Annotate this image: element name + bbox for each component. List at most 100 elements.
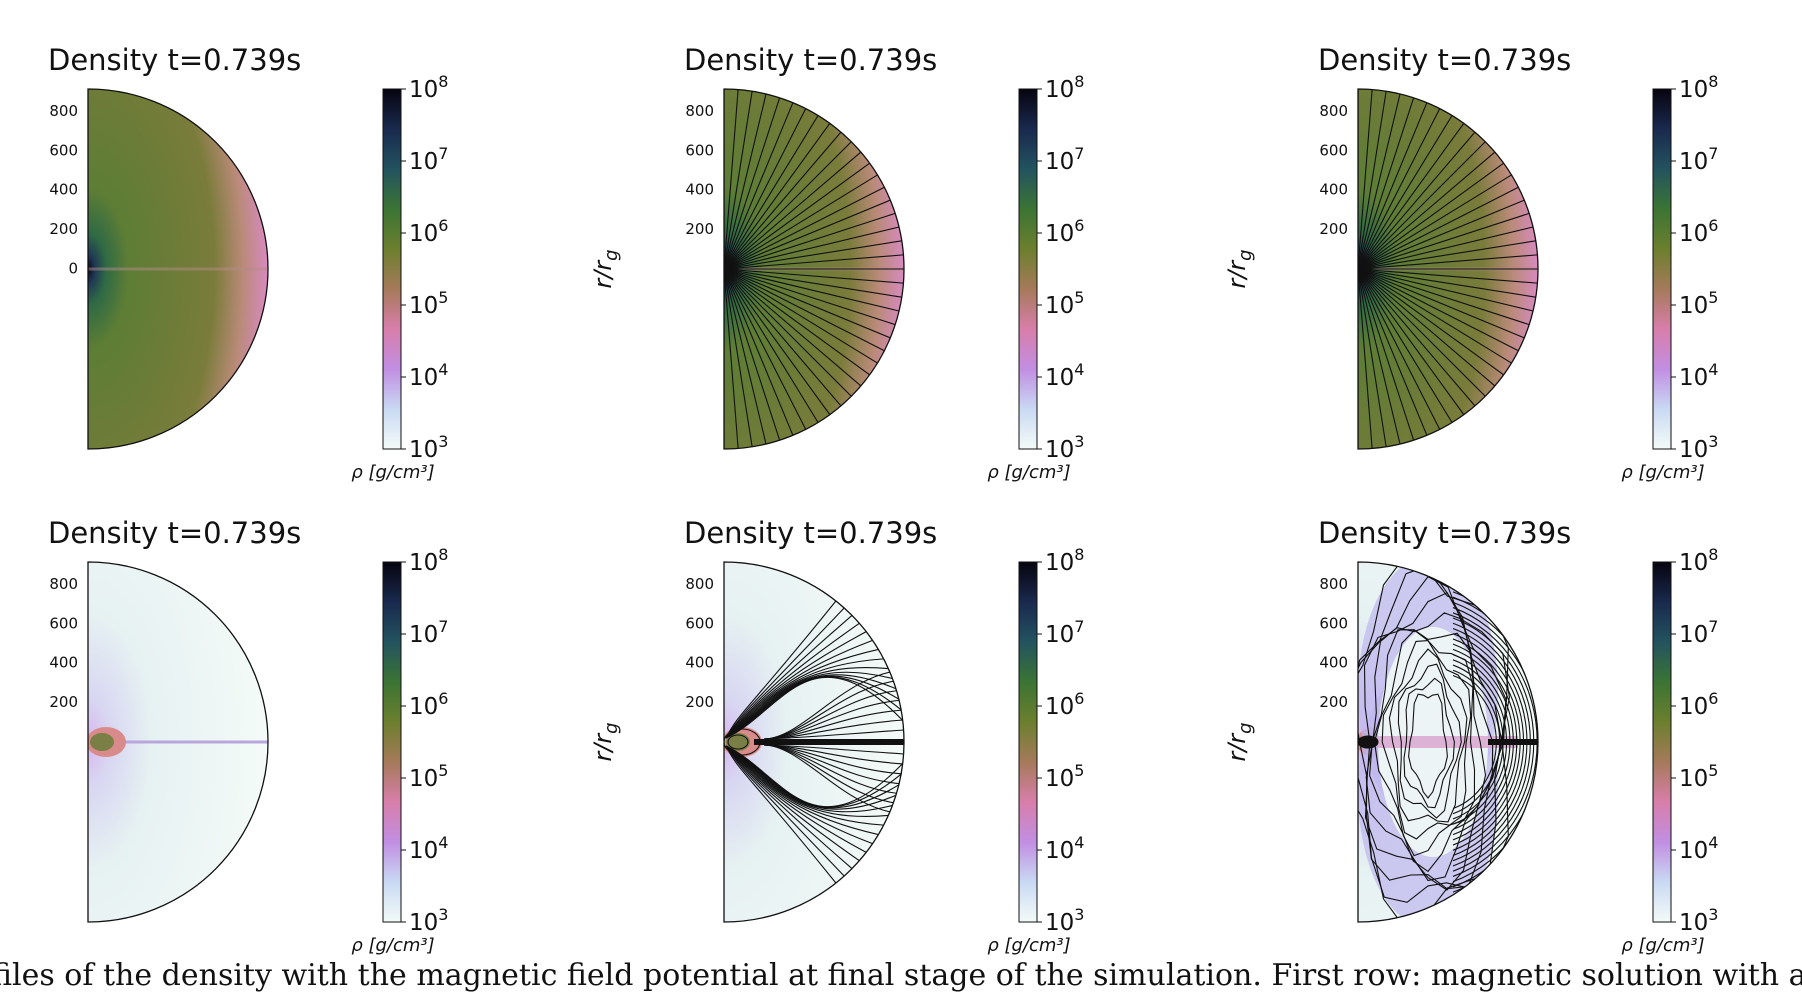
density-field	[88, 562, 268, 922]
y-tick-label: 600	[1319, 614, 1348, 632]
colorbar: 103 104 105 106 107 108 ρ [g/cm³]	[1621, 545, 1718, 956]
colorbar-tick-label: 105	[1679, 288, 1718, 319]
colorbar-tick-label: 103	[409, 432, 448, 463]
colorbar-tick-label: 105	[1045, 761, 1084, 792]
panel-title: Density t=0.739s	[684, 43, 937, 77]
y-tick-label: 400	[1319, 181, 1348, 199]
panel-title: Density t=0.739s	[48, 516, 301, 550]
y-ticks: 800 600 400 200	[685, 575, 714, 711]
panel-6: Density t=0.739s 800 600 400 200 r/rg 103 104 10…	[1223, 516, 1718, 956]
colorbar-tick-label: 103	[1679, 432, 1718, 463]
colorbar-gradient	[1652, 561, 1672, 923]
y-tick-label: 200	[49, 693, 78, 711]
panel-title: Density t=0.739s	[1318, 43, 1571, 77]
y-tick-label: 200	[1319, 693, 1348, 711]
colorbar-tick-label: 106	[1045, 689, 1084, 720]
y-tick-label: 400	[49, 654, 78, 672]
domain-outline	[723, 88, 905, 450]
colorbar: 103 104 105 106 107 108 ρ [g/cm³]	[1621, 72, 1718, 483]
y-axis-label: r/rg	[1223, 249, 1256, 288]
colorbar-tick-label: 106	[1045, 216, 1084, 247]
colorbar-tick-label: 108	[1045, 545, 1084, 576]
colorbar-tick-label: 103	[409, 905, 448, 936]
colorbar-tick-label: 108	[409, 72, 448, 103]
colorbar-tick-label: 108	[1679, 72, 1718, 103]
colorbar-label: ρ [g/cm³]	[987, 462, 1070, 483]
colorbar-tick-label: 104	[1679, 833, 1718, 864]
colorbar-gradient	[1018, 561, 1038, 923]
field-lines	[724, 89, 904, 449]
caption-text: files of the density with the magnetic f…	[0, 958, 1802, 993]
colorbar: 103 104 105 106 107 108 ρ [g/cm³]	[351, 545, 448, 956]
y-tick-label: 800	[1319, 575, 1348, 593]
panel-title: Density t=0.739s	[684, 516, 937, 550]
y-tick-label: 400	[49, 181, 78, 199]
colorbar-tick-label: 107	[1679, 617, 1718, 648]
y-ticks: 800 600 400 200	[1319, 575, 1348, 711]
colorbar: 103 104 105 106 107 108 ρ [g/cm³]	[987, 545, 1084, 956]
density-field	[88, 89, 268, 449]
colorbar: 103 104 105 106 107 108 ρ [g/cm³]	[987, 72, 1084, 483]
colorbar-tick-label: 107	[409, 617, 448, 648]
y-tick-label: 800	[49, 102, 78, 120]
y-tick-label: 600	[1319, 141, 1348, 159]
y-axis-label: r/rg	[589, 722, 622, 761]
panel-1: Density t=0.739s800600400200010310410510…	[48, 43, 448, 483]
y-tick-label: 800	[49, 575, 78, 593]
colorbar-tick-label: 104	[409, 833, 448, 864]
colorbar-tick-label: 108	[1679, 545, 1718, 576]
field-lines	[1358, 562, 1538, 922]
y-tick-label: 800	[1319, 102, 1348, 120]
y-tick-label: 400	[685, 654, 714, 672]
colorbar-tick-label: 107	[409, 144, 448, 175]
colorbar-tick-label: 103	[1679, 905, 1718, 936]
colorbar: 103 104 105 106 107 108 ρ [g/cm³]	[351, 72, 448, 483]
colorbar-tick-label: 108	[1045, 72, 1084, 103]
colorbar-label: ρ [g/cm³]	[1621, 462, 1704, 483]
y-tick-label: 200	[1319, 220, 1348, 238]
panel-2: Density t=0.739s800600400200r/rg10310410…	[589, 43, 1084, 483]
y-axis-label: r/rg	[1223, 722, 1256, 761]
y-tick-label: 600	[685, 614, 714, 632]
colorbar-tick-label: 105	[1045, 288, 1084, 319]
colorbar-gradient	[382, 88, 402, 450]
y-tick-label: 600	[685, 141, 714, 159]
colorbar-tick-label: 105	[409, 288, 448, 319]
colorbar-tick-label: 103	[1045, 905, 1084, 936]
y-tick-label: 0	[68, 260, 78, 278]
y-tick-label: 400	[685, 181, 714, 199]
colorbar-tick-label: 107	[1045, 144, 1084, 175]
colorbar-tick-label: 104	[1045, 833, 1084, 864]
colorbar-tick-label: 106	[1679, 216, 1718, 247]
domain-outline	[87, 88, 269, 450]
panel-3: Density t=0.739s 800 600 400 200 r/rg 103 104 10…	[1223, 43, 1718, 483]
y-tick-label: 200	[685, 693, 714, 711]
y-tick-label: 400	[1319, 654, 1348, 672]
colorbar-tick-label: 108	[409, 545, 448, 576]
colorbar-label: ρ [g/cm³]	[351, 935, 434, 956]
y-tick-label: 800	[685, 102, 714, 120]
colorbar-tick-label: 106	[409, 216, 448, 247]
colorbar-tick-label: 105	[409, 761, 448, 792]
panel-4: Density t=0.739s 800 600 400 200 103 104 105 106…	[48, 516, 448, 956]
y-ticks: 800 600 400 200	[49, 575, 78, 711]
y-ticks: 800 600 400 200	[1319, 102, 1348, 238]
colorbar-gradient	[382, 561, 402, 923]
colorbar-label: ρ [g/cm³]	[987, 935, 1070, 956]
domain-outline	[723, 561, 905, 923]
panel-5: Density t=0.739s800600400200r/rg10310410…	[589, 516, 1084, 956]
domain-outline	[87, 561, 269, 923]
colorbar-tick-label: 107	[1045, 617, 1084, 648]
field-lines	[1358, 89, 1538, 449]
y-tick-label: 200	[685, 220, 714, 238]
colorbar-tick-label: 103	[1045, 432, 1084, 463]
y-tick-label: 600	[49, 141, 78, 159]
panel-title: Density t=0.739s	[1318, 516, 1571, 550]
y-tick-label: 800	[685, 575, 714, 593]
colorbar-tick-label: 104	[1679, 360, 1718, 391]
domain-outline	[1357, 88, 1539, 450]
colorbar-tick-label: 106	[409, 689, 448, 720]
field-lines	[724, 600, 904, 884]
colorbar-label: ρ [g/cm³]	[1621, 935, 1704, 956]
